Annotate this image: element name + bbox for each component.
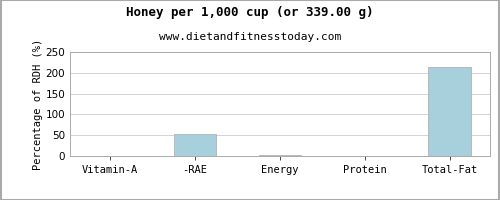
Bar [174,134,216,156]
Y-axis label: Percentage of RDH (%): Percentage of RDH (%) [32,38,42,170]
Bar [259,155,301,156]
Text: Honey per 1,000 cup (or 339.00 g): Honey per 1,000 cup (or 339.00 g) [126,6,374,19]
Text: www.dietandfitnesstoday.com: www.dietandfitnesstoday.com [159,32,341,42]
Bar [428,67,471,156]
